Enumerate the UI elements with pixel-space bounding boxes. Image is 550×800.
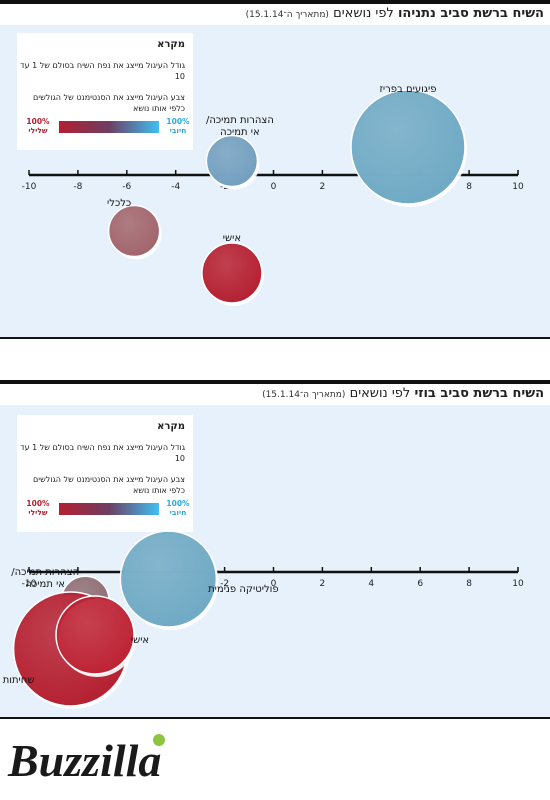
chart-title: השיח ברשת סביב נתניהו לפי נושאים (מתאריך…: [246, 6, 544, 22]
bubble-label: פוליטיקה פנימית: [208, 584, 279, 595]
chart-panel-buzi: השיח ברשת סביב בוזי לפי נושאים (מתאריך ה…: [0, 380, 550, 720]
x-tick-label: 10: [512, 579, 524, 589]
x-tick-label: -8: [73, 182, 82, 192]
logo-text: Buzzilla: [7, 735, 161, 786]
sentiment-gradient-bar: [59, 121, 159, 133]
legend-title: מקרא: [157, 39, 185, 50]
bubble-label: שחיתות: [3, 675, 35, 686]
x-tick-label: -4: [171, 182, 180, 192]
x-tick-label: 6: [417, 579, 423, 589]
x-tick-label: 8: [466, 182, 472, 192]
legend-size-text: גודל העיגול מייצג את נפח השיח בסולם של 1…: [20, 61, 185, 81]
bubble-label: אי תמיכה: [220, 127, 260, 138]
legend-size-text: גודל העיגול מייצג את נפח השיח בסולם של 1…: [20, 443, 185, 463]
x-tick-label: 0: [271, 182, 277, 192]
x-tick-label: -2: [220, 579, 229, 589]
bubble-label: פיגועים בפריז: [379, 84, 436, 95]
legend-color-text: צבע העיגול מייצג את הסנטימנט של הגולשים …: [33, 93, 185, 113]
chart-title-rest: לפי נושאים: [349, 386, 411, 401]
x-tick-label: 0: [271, 579, 277, 589]
chart-title-rest: לפי נושאים: [333, 6, 394, 21]
legend-title: מקרא: [157, 421, 185, 432]
bubble: [201, 242, 263, 304]
bubble: [55, 595, 135, 675]
bubble-label: אישי: [131, 635, 149, 646]
bubble: [205, 134, 259, 188]
bubble-label: אישי: [223, 233, 241, 244]
bubble: [119, 530, 218, 628]
buzzilla-logo: Buzzilla: [7, 734, 165, 786]
legend-positive-label: 100% חיובי: [166, 117, 190, 135]
legend-positive-label: 100% חיובי: [166, 499, 190, 517]
chart-title-date: (מתאריך ה־15.1.14): [262, 390, 346, 400]
top-rule: [0, 0, 550, 4]
bubble-label: הצהרות תמיכה/: [11, 567, 79, 578]
legend: מקרא גודל העיגול מייצג את נפח השיח בסולם…: [17, 415, 193, 532]
chart-title-date: (מתאריך ה־15.1.14): [245, 10, 329, 20]
chart-title: השיח ברשת סביב בוזי לפי נושאים (מתאריך ה…: [262, 386, 544, 402]
x-tick-label: -10: [22, 579, 37, 589]
bubble: [107, 204, 161, 258]
chart-title-bold: השיח ברשת סביב נתניהו: [397, 6, 544, 21]
bottom-rule: [0, 337, 550, 339]
legend: מקרא גודל העיגול מייצג את נפח השיח בסולם…: [17, 33, 193, 150]
chart-title-bold: השיח ברשת סביב בוזי: [414, 386, 544, 401]
sentiment-gradient-bar: [59, 503, 159, 515]
bubble-label: הצהרות תמיכה/: [206, 115, 274, 126]
x-tick-label: 8: [466, 579, 472, 589]
bubble-label: כלכלי: [107, 198, 131, 209]
legend-negative-label: 100% שלילי: [26, 117, 50, 135]
bubble-label: אי תמיכה: [25, 579, 65, 590]
logo-dot-icon: [153, 734, 165, 746]
x-tick-label: 2: [320, 579, 326, 589]
top-rule: [0, 380, 550, 384]
x-tick-label: -6: [122, 182, 131, 192]
legend-color-text: צבע העיגול מייצג את הסנטימנט של הגולשים …: [33, 475, 185, 495]
bottom-rule: [0, 717, 550, 719]
x-tick-label: 4: [368, 579, 374, 589]
x-tick-label: 10: [512, 182, 524, 192]
x-tick-label: -10: [22, 182, 37, 192]
chart-panel-netanyahu: השיח ברשת סביב נתניהו לפי נושאים (מתאריך…: [0, 0, 550, 340]
x-tick-label: 2: [320, 182, 326, 192]
legend-negative-label: 100% שלילי: [26, 499, 50, 517]
bubble: [350, 89, 466, 205]
